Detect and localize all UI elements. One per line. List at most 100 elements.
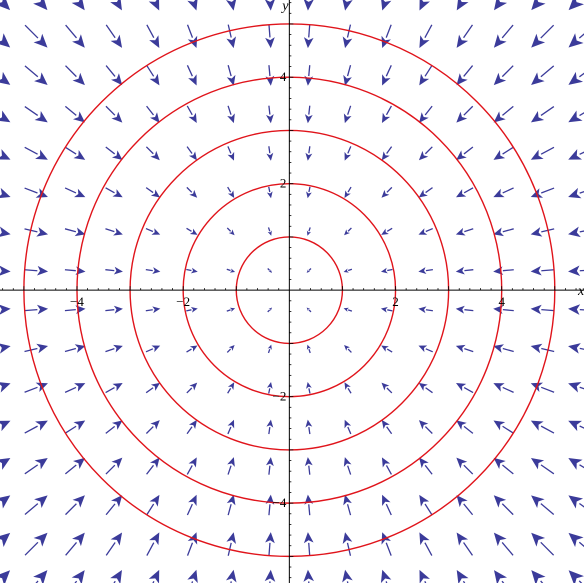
field-arrow xyxy=(381,532,392,556)
field-arrow xyxy=(530,420,555,434)
field-arrow xyxy=(64,105,86,123)
field-arrow xyxy=(146,65,160,86)
field-arrow xyxy=(186,457,197,475)
field-arrow xyxy=(381,146,393,161)
field-arrow xyxy=(226,494,236,516)
field-arrow xyxy=(493,24,514,48)
field-arrow xyxy=(306,344,312,354)
field-arrow xyxy=(266,146,274,161)
y-axis-label: y xyxy=(280,0,289,14)
field-arrow xyxy=(265,24,275,49)
field-arrow xyxy=(342,24,353,49)
field-arrow xyxy=(186,306,198,313)
field-arrow xyxy=(105,532,123,556)
field-arrow xyxy=(33,0,48,11)
field-arrow xyxy=(65,24,85,48)
field-arrow xyxy=(145,345,161,353)
field-arrow xyxy=(455,227,474,236)
field-arrow xyxy=(381,419,393,435)
field-arrow xyxy=(418,267,433,275)
field-arrow xyxy=(456,457,474,475)
field-arrow xyxy=(418,345,433,353)
field-arrow xyxy=(343,268,353,273)
field-arrow xyxy=(105,457,123,475)
field-arrow xyxy=(344,227,352,236)
field-arrow xyxy=(493,105,514,123)
field-arrow xyxy=(186,267,198,274)
field-arrow xyxy=(0,343,11,354)
field-arrow xyxy=(266,186,273,199)
field-arrow xyxy=(568,187,584,199)
field-arrow xyxy=(0,420,11,432)
field-arrow xyxy=(304,494,314,516)
field-arrow xyxy=(568,420,584,432)
field-arrow xyxy=(266,419,274,435)
field-arrow xyxy=(531,65,555,86)
field-arrow xyxy=(530,457,555,475)
field-arrow xyxy=(145,267,161,275)
field-arrow xyxy=(531,570,546,583)
field-arrow xyxy=(306,227,312,236)
field-arrow xyxy=(344,382,352,394)
field-arrow xyxy=(456,146,474,161)
field-arrow xyxy=(306,186,312,199)
field-arrow xyxy=(105,420,123,434)
field-arrow xyxy=(24,420,48,434)
field-arrow xyxy=(418,187,433,198)
field-arrow xyxy=(227,146,235,161)
field-arrow xyxy=(531,24,555,48)
field-arrow xyxy=(382,65,392,86)
field-arrow xyxy=(568,33,584,48)
field-arrow xyxy=(0,149,11,160)
field-arrow xyxy=(418,306,433,314)
field-arrow xyxy=(267,268,273,273)
field-arrow xyxy=(303,24,314,49)
field-arrow xyxy=(145,420,160,434)
field-arrow xyxy=(304,65,314,86)
field-arrow xyxy=(145,227,161,235)
field-arrow xyxy=(305,419,313,435)
field-arrow xyxy=(24,343,49,354)
field-arrow xyxy=(531,0,546,11)
field-arrow xyxy=(71,0,85,11)
field-arrow xyxy=(456,65,474,86)
y-tick-label: 4 xyxy=(280,69,287,84)
field-arrow xyxy=(493,457,514,475)
field-arrow xyxy=(110,569,122,583)
field-arrow xyxy=(186,227,198,235)
field-arrow xyxy=(344,345,352,353)
field-arrow xyxy=(266,382,273,394)
field-arrow xyxy=(24,495,48,515)
field-arrow xyxy=(0,226,11,237)
field-arrow xyxy=(493,65,514,86)
field-arrow xyxy=(226,24,236,49)
field-arrow xyxy=(456,187,474,198)
x-tick-label: −4 xyxy=(70,294,84,309)
field-arrow xyxy=(531,532,555,556)
field-arrow xyxy=(267,307,273,313)
field-arrow xyxy=(418,227,433,235)
field-arrow xyxy=(342,532,353,556)
field-arrow xyxy=(265,65,275,86)
field-arrow xyxy=(456,569,469,583)
field-arrow xyxy=(568,110,584,123)
field-arrow xyxy=(186,65,197,86)
field-arrow xyxy=(0,304,11,315)
field-arrow xyxy=(0,570,11,583)
field-arrow xyxy=(226,532,236,556)
field-arrow xyxy=(145,187,160,198)
field-arrow xyxy=(226,345,235,353)
field-arrow xyxy=(455,266,474,275)
field-arrow xyxy=(344,186,352,199)
field-arrow xyxy=(343,65,352,86)
field-arrow xyxy=(71,570,85,583)
field-arrow xyxy=(305,146,313,161)
field-arrow xyxy=(456,0,469,11)
field-arrow xyxy=(493,420,514,434)
field-arrow xyxy=(381,186,393,198)
field-arrow xyxy=(226,307,236,312)
field-arrow xyxy=(568,0,584,11)
field-arrow xyxy=(186,494,197,516)
